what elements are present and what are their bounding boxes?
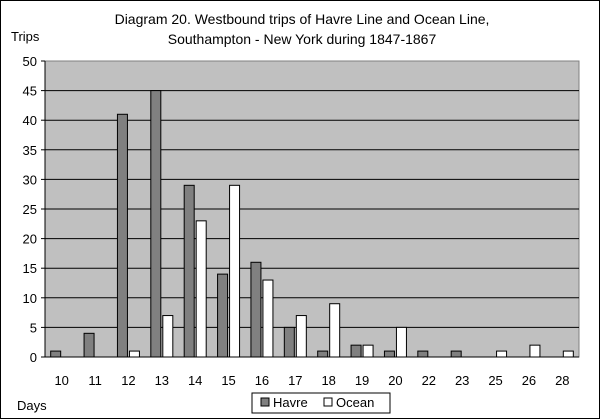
y-tick-label: 20 bbox=[23, 232, 37, 247]
y-tick-label: 0 bbox=[30, 350, 37, 365]
bar-ocean-15 bbox=[229, 184, 241, 358]
bar-havre-14 bbox=[183, 184, 195, 358]
x-tick-label: 25 bbox=[488, 373, 502, 388]
y-tick-label: 30 bbox=[23, 172, 37, 187]
bar-havre-18 bbox=[317, 350, 329, 358]
x-tick-label: 17 bbox=[288, 373, 302, 388]
x-tick-label: 22 bbox=[422, 373, 436, 388]
y-tick-label: 50 bbox=[23, 54, 37, 69]
bar-ocean-13 bbox=[162, 315, 174, 358]
x-tick-label: 16 bbox=[255, 373, 269, 388]
bar-havre-10 bbox=[50, 350, 62, 358]
x-tick-labels: 10 11 12 13 14 15 16 17 18 19 20 22 23 25 26 28 bbox=[54, 373, 569, 388]
x-tick-label: 10 bbox=[54, 373, 68, 388]
x-axis-label: Days bbox=[17, 398, 47, 413]
legend-swatch-ocean bbox=[323, 397, 333, 407]
legend-swatch-havre bbox=[260, 397, 270, 407]
y-tick-label: 15 bbox=[23, 261, 37, 276]
x-tick-label: 18 bbox=[321, 373, 335, 388]
x-tick-label: 12 bbox=[121, 373, 135, 388]
bar-havre-15 bbox=[217, 273, 229, 358]
x-tick-label: 20 bbox=[388, 373, 402, 388]
bar-ocean-16 bbox=[262, 279, 274, 358]
bar-havre-11 bbox=[83, 332, 95, 358]
bar-havre-17 bbox=[283, 326, 295, 358]
bar-ocean-12 bbox=[128, 350, 140, 358]
bar-ocean-26 bbox=[529, 344, 541, 358]
bars bbox=[50, 90, 574, 358]
x-tick-label: 23 bbox=[455, 373, 469, 388]
bar-ocean-17 bbox=[295, 315, 307, 358]
y-tick-label: 10 bbox=[23, 291, 37, 306]
bar-havre-19 bbox=[350, 344, 362, 358]
legend: Havre Ocean bbox=[251, 392, 391, 414]
x-tick-label: 19 bbox=[355, 373, 369, 388]
x-tick-label: 28 bbox=[555, 373, 569, 388]
bar-havre-23 bbox=[450, 350, 462, 358]
bar-ocean-18 bbox=[329, 303, 341, 358]
bar-ocean-14 bbox=[195, 220, 207, 358]
y-tick-label: 45 bbox=[23, 84, 37, 99]
bar-havre-22 bbox=[417, 350, 429, 358]
bar-havre-20 bbox=[383, 350, 395, 358]
bar-ocean-20 bbox=[395, 326, 407, 358]
legend-label-havre: Havre bbox=[273, 395, 308, 410]
chart-title-line-1: Diagram 20. Westbound trips of Havre Lin… bbox=[115, 11, 490, 27]
bar-havre-12 bbox=[116, 113, 128, 358]
y-tick-label: 40 bbox=[23, 113, 37, 128]
x-tick-label: 13 bbox=[155, 373, 169, 388]
x-tick-label: 26 bbox=[522, 373, 536, 388]
y-tick-label: 5 bbox=[30, 320, 37, 335]
x-tick-label: 11 bbox=[88, 373, 102, 388]
legend-label-ocean: Ocean bbox=[336, 395, 374, 410]
y-tick-label: 25 bbox=[23, 202, 37, 217]
x-tick-label: 14 bbox=[188, 373, 202, 388]
bar-ocean-25 bbox=[496, 350, 508, 358]
chart-title-line-2: Southampton - New York during 1847-1867 bbox=[168, 31, 437, 47]
y-tick-labels: 0 5 10 15 20 25 30 35 40 45 50 bbox=[23, 54, 37, 365]
bar-ocean-28 bbox=[562, 350, 574, 358]
bar-ocean-19 bbox=[362, 344, 374, 358]
bar-havre-13 bbox=[150, 90, 162, 358]
legend-box bbox=[251, 392, 391, 414]
x-tick-label: 15 bbox=[221, 373, 235, 388]
y-tick-label: 35 bbox=[23, 143, 37, 158]
y-axis-label: Trips bbox=[11, 29, 40, 44]
grid-lines bbox=[41, 60, 579, 358]
bar-havre-16 bbox=[250, 261, 262, 358]
